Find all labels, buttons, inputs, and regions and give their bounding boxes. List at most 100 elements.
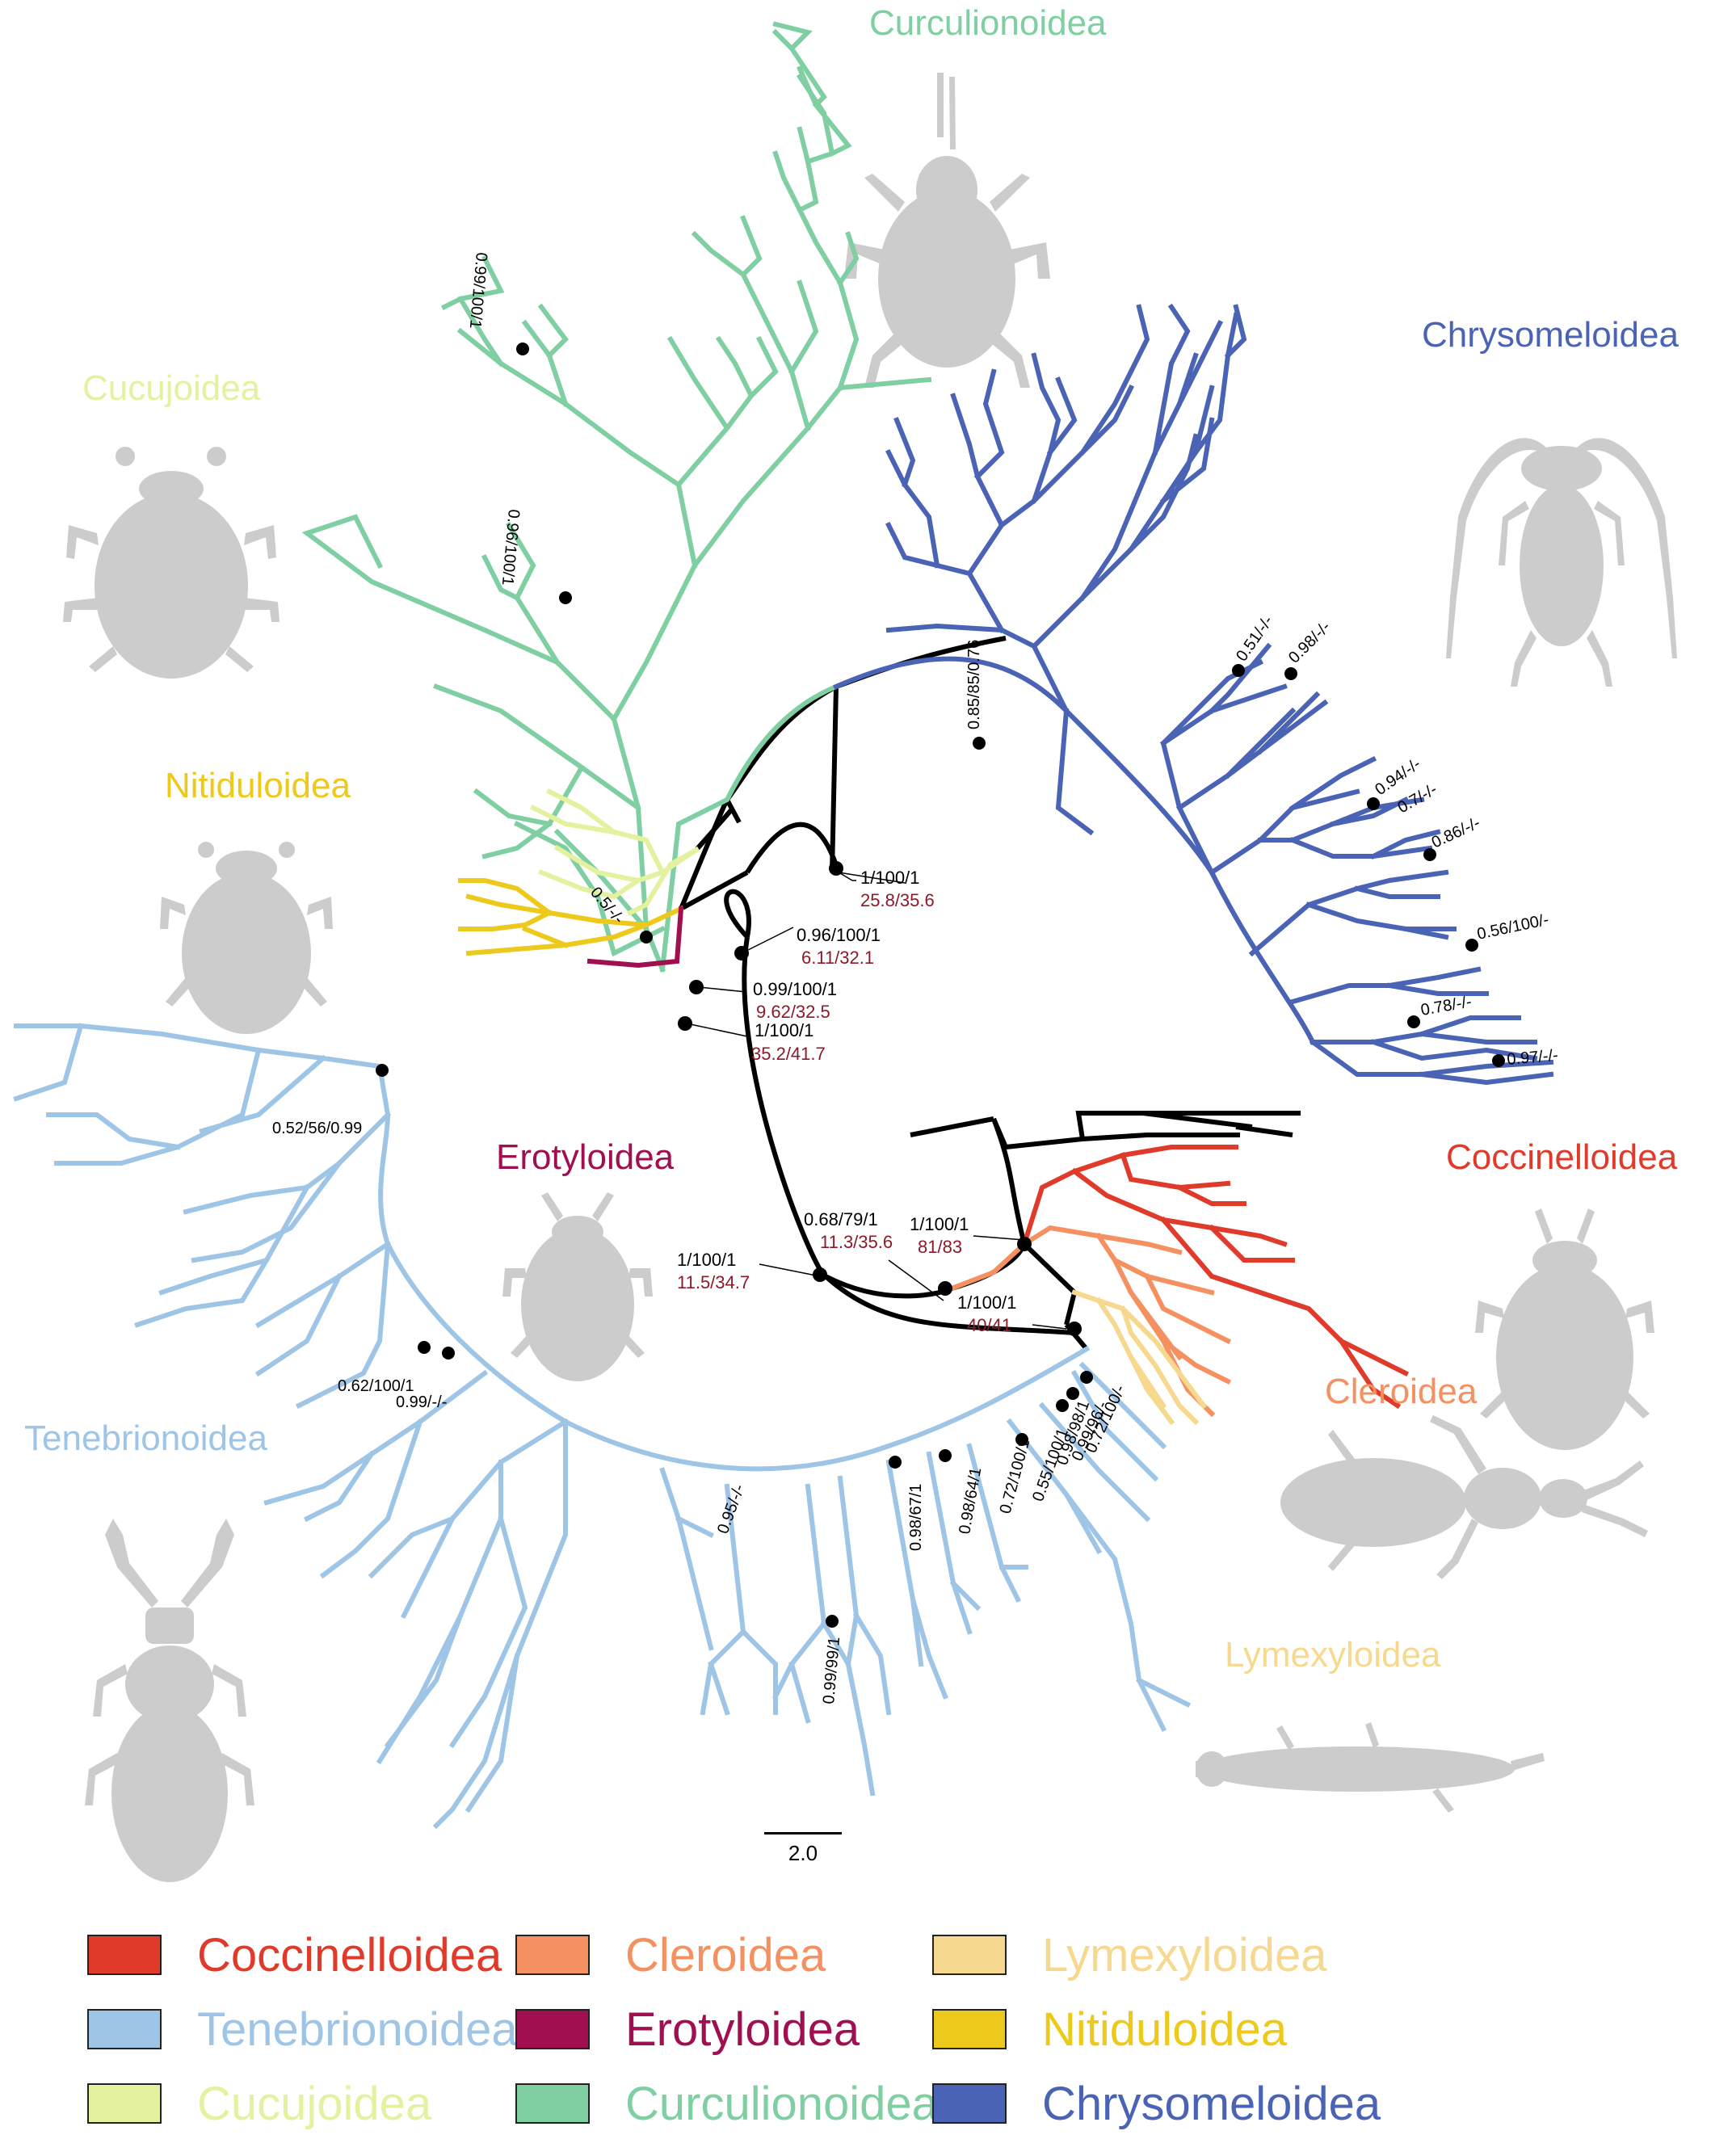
checkered-beetle-silhouette bbox=[1280, 1415, 1648, 1579]
node-support-n6-black: 1/100/1 bbox=[910, 1214, 969, 1234]
clade-curculionoidea bbox=[301, 21, 932, 973]
node-dot bbox=[1407, 1015, 1420, 1028]
node-support-n7-black: 1/100/1 bbox=[677, 1250, 736, 1270]
branch-support-label: 0.52/56/0.99 bbox=[272, 1120, 362, 1137]
node-dot bbox=[418, 1341, 431, 1354]
legend-label: Curculionoidea bbox=[625, 2077, 938, 2130]
clade-label-coccinelloidea: Coccinelloidea bbox=[1446, 1137, 1678, 1177]
branch-support-label: 0.98/64/1 bbox=[956, 1466, 985, 1536]
node-dot bbox=[1067, 1322, 1082, 1336]
clade-cleroidea bbox=[948, 1225, 1232, 1418]
node-dot bbox=[734, 946, 749, 960]
clade-cucujoidea bbox=[529, 788, 700, 917]
round-beetle-silhouette bbox=[63, 447, 280, 679]
node-dot bbox=[376, 1064, 389, 1077]
branch-support-label: 0.99/100/1 bbox=[466, 252, 490, 330]
node-dot bbox=[938, 1281, 952, 1296]
legend-swatch bbox=[515, 2083, 590, 2124]
branch-support-label: 0.51/-/- bbox=[1233, 612, 1276, 665]
node-support-labels: 1/100/1 25.8/35.6 0.96/100/1 6.11/32.1 0… bbox=[677, 868, 1016, 1335]
longhorn-beetle-silhouette bbox=[1446, 438, 1677, 687]
legend-swatch bbox=[87, 1935, 162, 1975]
node-dot bbox=[1015, 1433, 1028, 1446]
legend-item-coccinelloidea: Coccinelloidea bbox=[87, 1923, 502, 1987]
clade-tenebrionoidea bbox=[13, 1023, 1192, 1830]
node-dot bbox=[442, 1347, 455, 1360]
node-support-n1-red: 25.8/35.6 bbox=[860, 890, 935, 910]
legend-item-lymexyloidea: Lymexyloidea bbox=[932, 1923, 1326, 1987]
legend-item-tenebrionoidea: Tenebrionoidea bbox=[87, 1997, 518, 2061]
clade-label-erotyloidea: Erotyloidea bbox=[496, 1137, 675, 1177]
legend-label: Lymexyloidea bbox=[1042, 1928, 1327, 1982]
branch-support-label: 0.62/100/1 bbox=[338, 1377, 414, 1395]
branch-support-label: 0.78/-/- bbox=[1419, 993, 1473, 1019]
node-support-n4-red: 35.2/41.7 bbox=[751, 1044, 826, 1064]
sap-beetle-silhouette bbox=[160, 842, 333, 1034]
legend-label: Nitiduloidea bbox=[1042, 2003, 1288, 2056]
scale-bar-line bbox=[764, 1832, 842, 1834]
branch-support-label: 0.86/-/- bbox=[1429, 814, 1483, 852]
legend-swatch bbox=[515, 2009, 590, 2049]
node-dot bbox=[1492, 1054, 1505, 1067]
legend-item-nitiduloidea: Nitiduloidea bbox=[932, 1997, 1287, 2061]
clade-label-curculionoidea: Curculionoidea bbox=[869, 3, 1107, 43]
legend-label: Erotyloidea bbox=[625, 2003, 860, 2056]
node-support-n5-red: 11.3/35.6 bbox=[820, 1232, 893, 1252]
node-dot bbox=[516, 343, 529, 355]
node-dot bbox=[1423, 848, 1436, 861]
node-support-n3-black: 0.99/100/1 bbox=[753, 979, 837, 999]
node-dot bbox=[559, 591, 572, 604]
clade-coccinelloidea bbox=[1021, 1145, 1410, 1410]
node-support-n3-red: 9.62/32.5 bbox=[756, 1002, 830, 1022]
clade-lymexyloidea bbox=[1071, 1289, 1208, 1426]
legend-item-curculionoidea: Curculionoidea bbox=[515, 2071, 938, 2136]
branch-support-label: 0.85/85/0.76 bbox=[965, 640, 983, 729]
branch-support-label: 0.98/-/- bbox=[1285, 618, 1334, 666]
legend-swatch bbox=[932, 1935, 1007, 1975]
clade-label-nitiduloidea: Nitiduloidea bbox=[165, 766, 351, 805]
clade-label-tenebrionoidea: Tenebrionoidea bbox=[24, 1418, 267, 1458]
branch-support-label: 0.99/-/- bbox=[396, 1393, 447, 1411]
clade-label-lymexyloidea: Lymexyloidea bbox=[1225, 1635, 1441, 1675]
node-dot bbox=[889, 1456, 902, 1469]
legend-label: Cucujoidea bbox=[197, 2077, 432, 2130]
scale-bar-label: 2.0 bbox=[788, 1841, 818, 1865]
branch-support-label: 0.99/99/1 bbox=[820, 1636, 843, 1704]
node-dot bbox=[689, 980, 704, 994]
clade-label-cucujoidea: Cucujoidea bbox=[82, 368, 261, 408]
node-support-n2-red: 6.11/32.1 bbox=[801, 948, 874, 968]
node-dots bbox=[376, 343, 1505, 1628]
node-dot bbox=[1232, 664, 1245, 677]
node-dot bbox=[1367, 797, 1380, 810]
node-dot bbox=[1284, 667, 1297, 680]
clade-label-chrysomeloidea: Chrysomeloidea bbox=[1422, 315, 1679, 355]
node-dot bbox=[1056, 1399, 1069, 1412]
legend-item-cleroidea: Cleroidea bbox=[515, 1923, 826, 1987]
branch-support-label: 0.96/100/1 bbox=[498, 509, 523, 586]
darkling-beetle-silhouette bbox=[85, 1519, 254, 1882]
node-dot bbox=[1066, 1387, 1079, 1400]
node-dot bbox=[1080, 1371, 1093, 1384]
branch-support-label: 0.7/-/- bbox=[1395, 780, 1440, 817]
ship-timber-beetle-silhouette bbox=[1196, 1722, 1545, 1813]
node-support-n8-red: 40/41 bbox=[967, 1315, 1011, 1335]
node-dot bbox=[678, 1016, 692, 1031]
branch-support-label: 0.72/100/1 bbox=[997, 1437, 1034, 1515]
legend: Coccinelloidea Cleroidea Lymexyloidea Te… bbox=[87, 1923, 1663, 2149]
clade-chrysomeloidea bbox=[833, 303, 1554, 1086]
ladybird-silhouette bbox=[1475, 1208, 1654, 1450]
node-dot bbox=[829, 861, 843, 876]
node-support-n7-red: 11.5/34.7 bbox=[677, 1272, 750, 1292]
scale-bar: 2.0 bbox=[764, 1832, 842, 1866]
clade-label-cleroidea: Cleroidea bbox=[1325, 1372, 1478, 1411]
node-dot bbox=[1465, 939, 1478, 952]
branch-support-label: 0.95/-/- bbox=[714, 1482, 748, 1536]
branch-support-label: 0.97/-/- bbox=[1507, 1047, 1559, 1069]
legend-label: Chrysomeloidea bbox=[1042, 2077, 1381, 2130]
node-dot bbox=[939, 1449, 952, 1462]
legend-label: Coccinelloidea bbox=[197, 1928, 502, 1982]
node-support-n2-black: 0.96/100/1 bbox=[797, 925, 881, 945]
node-dot bbox=[1017, 1237, 1032, 1251]
branch-support-label: 0.98/67/1 bbox=[907, 1484, 925, 1551]
